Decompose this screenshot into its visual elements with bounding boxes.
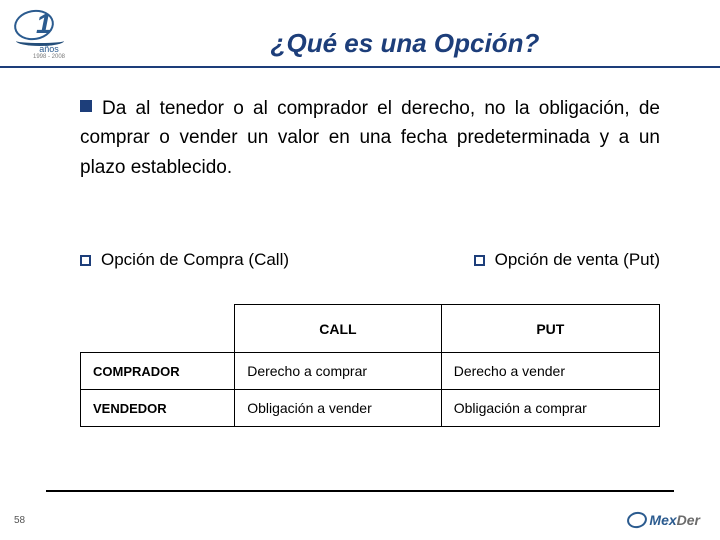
sub-bullet-call-text: Opción de Compra (Call) (101, 250, 289, 270)
square-bullet-icon (80, 100, 92, 112)
main-bullet-text: Da al tenedor o al comprador el derecho,… (80, 98, 660, 178)
main-bullet: Da al tenedor o al comprador el derecho,… (80, 94, 660, 182)
cell-comprador-put: Derecho a vender (441, 353, 659, 390)
table-row: COMPRADOR Derecho a comprar Derecho a ve… (81, 353, 660, 390)
sub-bullet-put-text: Opción de venta (Put) (495, 250, 660, 270)
footer-divider (46, 490, 674, 492)
row-label-comprador: COMPRADOR (81, 353, 235, 390)
mexder-logo-text: MexDer (649, 512, 700, 528)
table-header-call: CALL (235, 305, 442, 353)
hollow-square-icon (80, 255, 91, 266)
cell-comprador-call: Derecho a comprar (235, 353, 442, 390)
globe-icon (626, 510, 649, 530)
sub-bullet-call: Opción de Compra (Call) (80, 250, 289, 270)
table-header-empty (81, 305, 235, 353)
logo-der: Der (677, 512, 700, 528)
cell-vendedor-call: Obligación a vender (235, 390, 442, 427)
table-header-put: PUT (441, 305, 659, 353)
options-table: CALL PUT COMPRADOR Derecho a comprar Der… (80, 304, 660, 427)
mexder-logo: MexDer (627, 512, 700, 528)
sub-bullets-row: Opción de Compra (Call) Opción de venta … (80, 250, 660, 270)
hollow-square-icon (474, 255, 485, 266)
cell-vendedor-put: Obligación a comprar (441, 390, 659, 427)
table-header-row: CALL PUT (81, 305, 660, 353)
slide-title: ¿Qué es una Opción? (0, 28, 720, 59)
slide: 1 años 1998 - 2008 ¿Qué es una Opción? D… (0, 0, 720, 540)
sub-bullet-put: Opción de venta (Put) (474, 250, 660, 270)
title-underline (0, 66, 720, 68)
row-label-vendedor: VENDEDOR (81, 390, 235, 427)
logo-mex: Mex (649, 512, 676, 528)
page-number: 58 (14, 515, 25, 526)
table-row: VENDEDOR Obligación a vender Obligación … (81, 390, 660, 427)
